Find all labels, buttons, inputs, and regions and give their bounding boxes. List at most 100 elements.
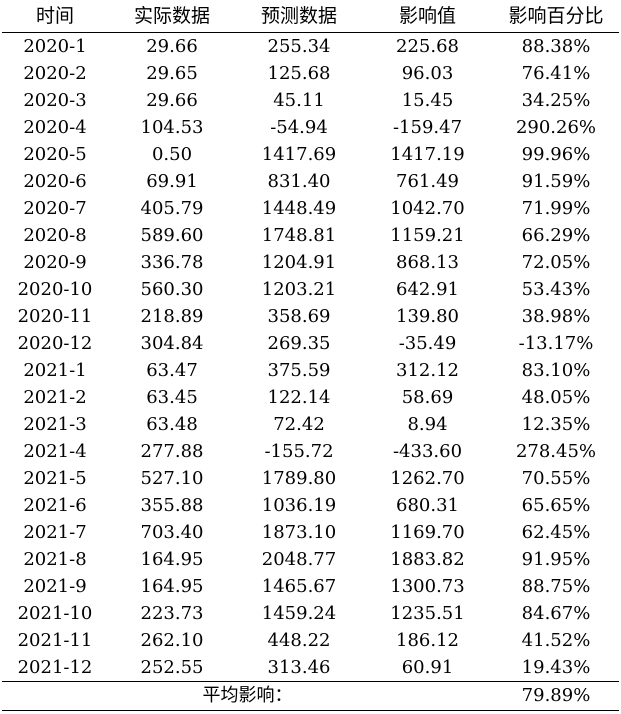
cell-time: 2021-11 [17,630,93,651]
table-row: 2020-12 304.84 269.35 -35.49 -13.17% [2,330,619,357]
cell-impact-value: 1159.21 [390,225,465,246]
cell-forecast: 448.22 [267,630,331,651]
table-row: 2020-4 104.53 -54.94 -159.47 290.26% [2,114,619,141]
cell-impact-value: 15.45 [401,90,454,111]
table-row: 2021-7 703.40 1873.10 1169.70 62.45% [2,519,619,546]
cell-impact-percent: 66.29% [521,225,591,246]
table-row: 2020-10 560.30 1203.21 642.91 53.43% [2,276,619,303]
cell-impact-value: 225.68 [396,36,459,57]
cell-forecast: 125.68 [267,63,331,84]
cell-impact-value: 1262.70 [390,468,465,489]
cell-impact-percent: 12.35% [521,414,591,435]
cell-forecast: -54.94 [270,117,328,138]
cell-impact-value: 1169.70 [390,522,465,543]
cell-impact-value: 58.69 [401,387,454,408]
table-row: 2021-2 63.45 122.14 58.69 48.05% [2,384,619,411]
cell-actual: 589.60 [140,225,204,246]
cell-time: 2020-8 [23,225,87,246]
table-row: 2020-5 0.50 1417.69 1417.19 99.96% [2,141,619,168]
cell-actual: 336.78 [140,252,204,273]
header-impact-percent: 影响百分比 [493,0,619,33]
cell-impact-percent: -13.17% [518,333,594,354]
cell-actual: 252.55 [140,657,204,678]
cell-forecast: 831.40 [267,171,331,192]
cell-time: 2021-6 [23,495,87,516]
average-row: 平均影响： 79.89% [2,681,619,711]
table-row: 2021-9 164.95 1465.67 1300.73 88.75% [2,573,619,600]
cell-time: 2020-7 [23,198,87,219]
cell-impact-percent: 91.95% [521,549,591,570]
cell-actual: 29.65 [146,63,198,84]
table-row: 2021-10 223.73 1459.24 1235.51 84.67% [2,600,619,627]
cell-impact-percent: 91.59% [521,171,591,192]
cell-forecast: 1459.24 [261,603,337,624]
cell-actual: 63.47 [146,360,198,381]
header-impact-value: 影响值 [362,0,493,33]
cell-impact-percent: 41.52% [521,630,591,651]
cell-actual: 0.50 [151,144,193,165]
cell-time: 2020-10 [17,279,93,300]
cell-actual: 527.10 [140,468,204,489]
cell-actual: 69.91 [146,171,198,192]
table-row: 2020-3 29.66 45.11 15.45 34.25% [2,87,619,114]
table-row: 2021-3 63.48 72.42 8.94 12.35% [2,411,619,438]
cell-actual: 29.66 [146,90,198,111]
cell-impact-value: 1883.82 [390,549,465,570]
cell-impact-percent: 88.75% [521,576,591,597]
table-row: 2020-11 218.89 358.69 139.80 38.98% [2,303,619,330]
cell-forecast: 1036.19 [261,495,337,516]
cell-forecast: 122.14 [267,387,331,408]
cell-forecast: 1873.10 [261,522,337,543]
cell-time: 2020-11 [17,306,93,327]
cell-impact-percent: 76.41% [521,63,591,84]
cell-forecast: 1789.80 [261,468,337,489]
cell-actual: 104.53 [140,117,204,138]
cell-forecast: 1465.67 [261,576,337,597]
cell-impact-percent: 72.05% [521,252,591,273]
cell-impact-value: 761.49 [396,171,459,192]
cell-impact-value: 8.94 [407,414,448,435]
cell-forecast: 2048.77 [261,549,337,570]
cell-impact-percent: 71.99% [521,198,591,219]
cell-impact-value: 680.31 [396,495,459,516]
cell-actual: 63.48 [146,414,198,435]
table-row: 2021-11 262.10 448.22 186.12 41.52% [2,627,619,654]
cell-forecast: 1748.81 [261,225,337,246]
cell-actual: 304.84 [140,333,204,354]
cell-time: 2021-5 [23,468,87,489]
table-body: 2020-1 29.66 255.34 225.68 88.38% 2020-2 29.65… [2,33,619,682]
cell-impact-value: 642.91 [396,279,459,300]
cell-forecast: 45.11 [273,90,325,111]
cell-time: 2021-7 [23,522,87,543]
cell-time: 2020-9 [23,252,87,273]
cell-time: 2021-1 [23,360,87,381]
cell-impact-percent: 53.43% [521,279,591,300]
cell-impact-percent: 99.96% [521,144,591,165]
table-row: 2021-4 277.88 -155.72 -433.60 278.45% [2,438,619,465]
cell-actual: 262.10 [140,630,204,651]
cell-impact-value: 186.12 [396,630,459,651]
cell-impact-percent: 84.67% [521,603,591,624]
table-row: 2020-7 405.79 1448.49 1042.70 71.99% [2,195,619,222]
cell-forecast: 269.35 [267,333,331,354]
header-time: 时间 [2,0,108,33]
cell-impact-value: -35.49 [398,333,457,354]
average-value: 79.89% [493,681,619,711]
cell-time: 2021-2 [23,387,87,408]
cell-time: 2021-4 [23,441,87,462]
cell-impact-value: 1042.70 [390,198,465,219]
cell-impact-value: 60.91 [401,657,454,678]
table-row: 2021-12 252.55 313.46 60.91 19.43% [2,654,619,682]
cell-actual: 405.79 [140,198,204,219]
cell-impact-value: 1300.73 [390,576,465,597]
cell-forecast: 1203.21 [261,279,337,300]
cell-forecast: 72.42 [273,414,325,435]
cell-forecast: -155.72 [264,441,334,462]
cell-impact-value: 1417.19 [390,144,465,165]
cell-actual: 703.40 [140,522,204,543]
table-row: 2021-6 355.88 1036.19 680.31 65.65% [2,492,619,519]
cell-actual: 218.89 [140,306,204,327]
cell-impact-percent: 83.10% [521,360,591,381]
table-row: 2020-9 336.78 1204.91 868.13 72.05% [2,249,619,276]
